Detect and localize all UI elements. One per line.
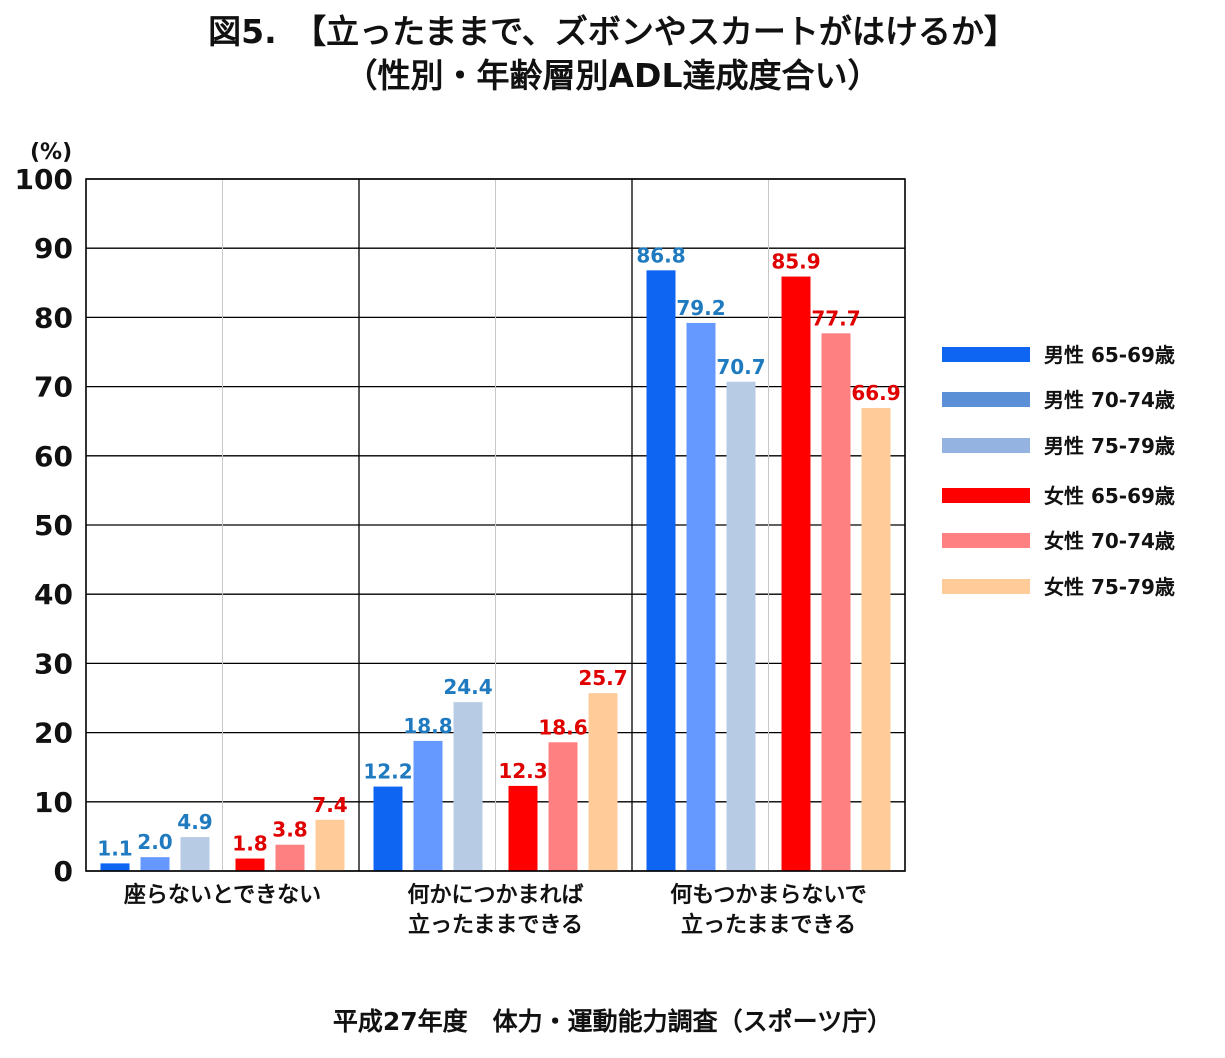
data-label: 86.8 [636, 243, 685, 267]
legend-swatch [942, 533, 1030, 548]
data-label: 1.8 [232, 832, 267, 856]
x-category-label: 何かにつかまれば [407, 882, 583, 908]
legend-item: 女性 70-74歳 [942, 526, 1202, 556]
y-tick-label: 0 [54, 855, 73, 888]
data-label: 2.0 [137, 830, 172, 854]
bar [315, 819, 345, 871]
bar [548, 742, 578, 871]
legend-item: 女性 75-79歳 [942, 572, 1202, 602]
data-label: 85.9 [771, 250, 820, 274]
y-tick-label: 60 [34, 440, 73, 473]
source-note: 平成27年度 体力・運動能力調査（スポーツ庁） [332, 1007, 893, 1036]
data-label: 70.7 [716, 355, 765, 379]
data-label: 4.9 [177, 810, 212, 834]
chart-title: 図5. 【立ったままで、ズボンやスカートがはけるか】 [208, 12, 1017, 51]
data-label: 66.9 [851, 381, 900, 405]
data-label: 18.8 [403, 714, 452, 738]
bar [275, 844, 305, 871]
legend-item: 男性 70-74歳 [942, 385, 1202, 415]
data-label: 18.6 [538, 715, 587, 739]
data-label: 12.3 [498, 759, 547, 783]
legend-label: 男性 65-69歳 [1044, 343, 1175, 367]
data-label: 79.2 [676, 296, 725, 320]
x-category-label: 座らないとできない [124, 882, 321, 908]
data-label: 7.4 [312, 793, 347, 817]
legend-item: 男性 65-69歳 [942, 340, 1202, 370]
bar [180, 837, 210, 871]
y-tick-label: 20 [34, 717, 73, 750]
data-label: 24.4 [443, 675, 492, 699]
legend-item: 男性 75-79歳 [942, 431, 1202, 461]
y-tick-label: 100 [15, 163, 73, 196]
x-category-label: 何もつかまらないで [670, 882, 866, 908]
legend-swatch [942, 438, 1030, 453]
legend-label: 女性 75-79歳 [1044, 575, 1175, 599]
data-label: 12.2 [363, 760, 412, 784]
legend-label: 女性 70-74歳 [1044, 529, 1175, 553]
y-tick-label: 10 [34, 786, 73, 819]
legend-swatch [942, 579, 1030, 594]
plot-border [85, 178, 906, 872]
bar [140, 857, 170, 871]
y-tick-label: 80 [34, 301, 73, 334]
data-label: 3.8 [272, 818, 307, 842]
data-label: 1.1 [97, 836, 132, 860]
legend-swatch [942, 488, 1030, 503]
bar [453, 702, 483, 871]
bar [235, 858, 265, 871]
legend-label: 女性 65-69歳 [1044, 484, 1175, 508]
bar [588, 693, 618, 871]
legend-label: 男性 70-74歳 [1044, 388, 1175, 412]
bar [726, 381, 756, 871]
bar [861, 408, 891, 871]
bar [413, 740, 443, 871]
data-label: 25.7 [578, 666, 627, 690]
legend-label: 男性 75-79歳 [1044, 434, 1175, 458]
legend-item: 女性 65-69歳 [942, 481, 1202, 511]
y-tick-label: 90 [34, 232, 73, 265]
bar [686, 322, 716, 871]
x-category-label: 立ったままできる [408, 912, 583, 938]
chart-subtitle: （性別・年齢層別ADL達成度合い） [344, 56, 881, 95]
y-axis-unit-label: (%) [30, 140, 73, 165]
legend-swatch [942, 347, 1030, 362]
y-tick-label: 30 [34, 647, 73, 680]
bar [508, 785, 538, 871]
y-tick-label: 40 [34, 578, 73, 611]
legend-swatch [942, 392, 1030, 407]
y-tick-label: 50 [34, 509, 73, 542]
bar [781, 276, 811, 871]
bar [646, 270, 676, 871]
bar [373, 786, 403, 871]
x-category-label: 立ったままできる [681, 912, 856, 938]
bar [100, 863, 130, 871]
bar [821, 333, 851, 871]
data-label: 77.7 [811, 306, 860, 330]
y-tick-label: 70 [34, 371, 73, 404]
